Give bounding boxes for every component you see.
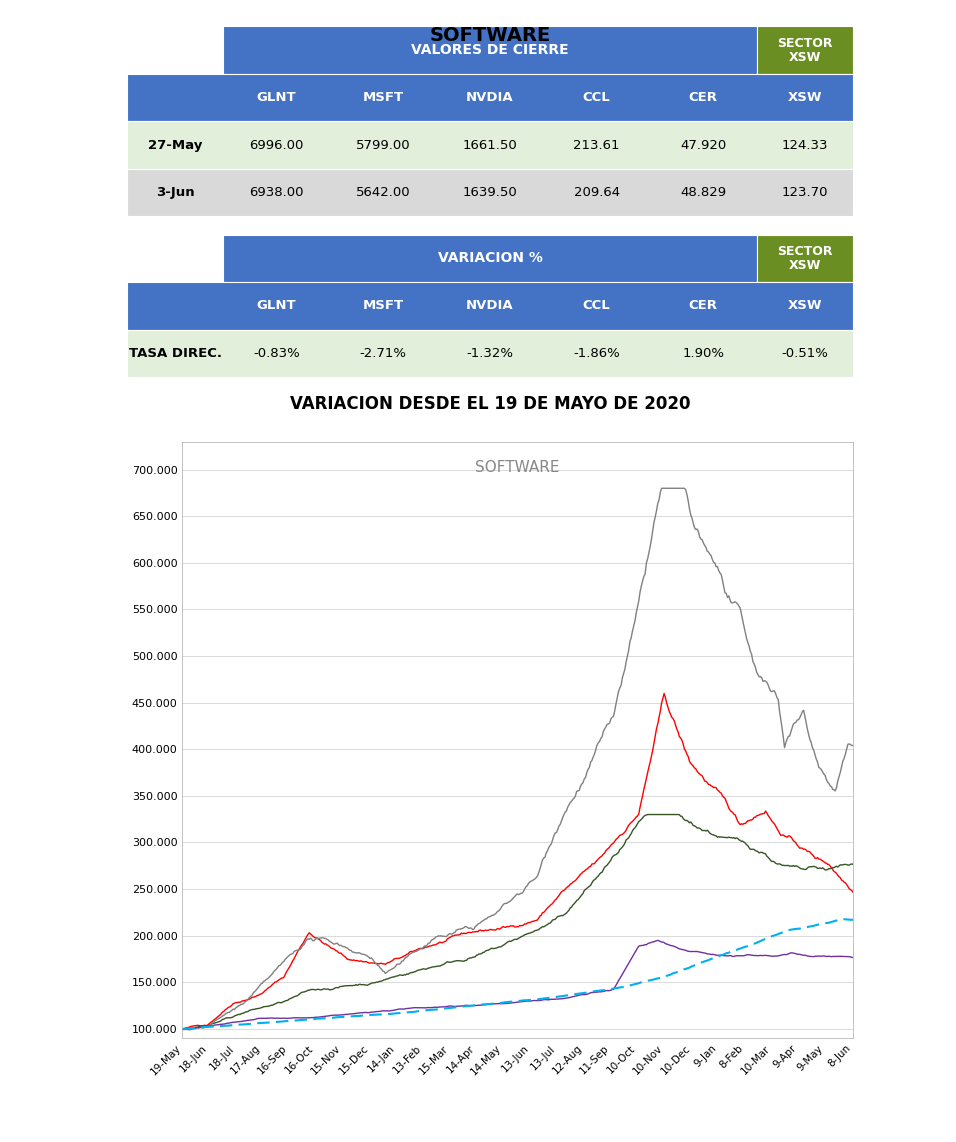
FancyBboxPatch shape — [127, 121, 853, 169]
Text: 5799.00: 5799.00 — [356, 138, 410, 152]
Text: 209.64: 209.64 — [574, 186, 619, 199]
Text: -0.51%: -0.51% — [781, 347, 828, 360]
FancyBboxPatch shape — [223, 26, 756, 74]
Text: GLNT: GLNT — [257, 91, 296, 104]
Text: GLNT: GLNT — [257, 299, 296, 313]
Text: NVDIA: NVDIA — [467, 91, 513, 104]
Text: VARIACION DESDE EL 19 DE MAYO DE 2020: VARIACION DESDE EL 19 DE MAYO DE 2020 — [290, 395, 690, 413]
Text: MSFT: MSFT — [362, 299, 403, 313]
Text: SOFTWARE: SOFTWARE — [429, 26, 551, 46]
Text: -1.86%: -1.86% — [574, 347, 620, 360]
FancyBboxPatch shape — [127, 282, 853, 330]
FancyBboxPatch shape — [127, 330, 853, 377]
FancyBboxPatch shape — [127, 74, 853, 121]
Text: 5642.00: 5642.00 — [356, 186, 410, 199]
FancyBboxPatch shape — [756, 26, 853, 74]
Text: CER: CER — [689, 299, 718, 313]
Text: -0.83%: -0.83% — [253, 347, 300, 360]
Text: NVDIA: NVDIA — [467, 299, 513, 313]
FancyBboxPatch shape — [223, 235, 756, 282]
Text: 124.33: 124.33 — [782, 138, 828, 152]
Text: SECTOR
XSW: SECTOR XSW — [777, 244, 833, 272]
Text: VALORES DE CIERRE: VALORES DE CIERRE — [411, 43, 569, 57]
Text: CCL: CCL — [583, 91, 611, 104]
Text: 1661.50: 1661.50 — [463, 138, 517, 152]
Text: 27-May: 27-May — [148, 138, 203, 152]
Text: 48.829: 48.829 — [681, 186, 727, 199]
Text: SECTOR
XSW: SECTOR XSW — [777, 37, 833, 64]
Text: 213.61: 213.61 — [574, 138, 619, 152]
Text: CCL: CCL — [583, 299, 611, 313]
Text: CER: CER — [689, 91, 718, 104]
Text: TASA DIREC.: TASA DIREC. — [128, 347, 222, 360]
FancyBboxPatch shape — [127, 169, 853, 217]
Text: 123.70: 123.70 — [782, 186, 828, 199]
Text: XSW: XSW — [788, 299, 822, 313]
Text: 1.90%: 1.90% — [683, 347, 725, 360]
Text: XSW: XSW — [788, 91, 822, 104]
Text: 6996.00: 6996.00 — [250, 138, 304, 152]
Text: 47.920: 47.920 — [681, 138, 727, 152]
Text: 1639.50: 1639.50 — [463, 186, 517, 199]
FancyBboxPatch shape — [756, 235, 853, 282]
Text: -2.71%: -2.71% — [359, 347, 406, 360]
Text: VARIACION %: VARIACION % — [438, 251, 542, 265]
Text: 6938.00: 6938.00 — [250, 186, 304, 199]
Text: MSFT: MSFT — [362, 91, 403, 104]
Text: 3-Jun: 3-Jun — [156, 186, 194, 199]
Text: -1.32%: -1.32% — [467, 347, 513, 360]
